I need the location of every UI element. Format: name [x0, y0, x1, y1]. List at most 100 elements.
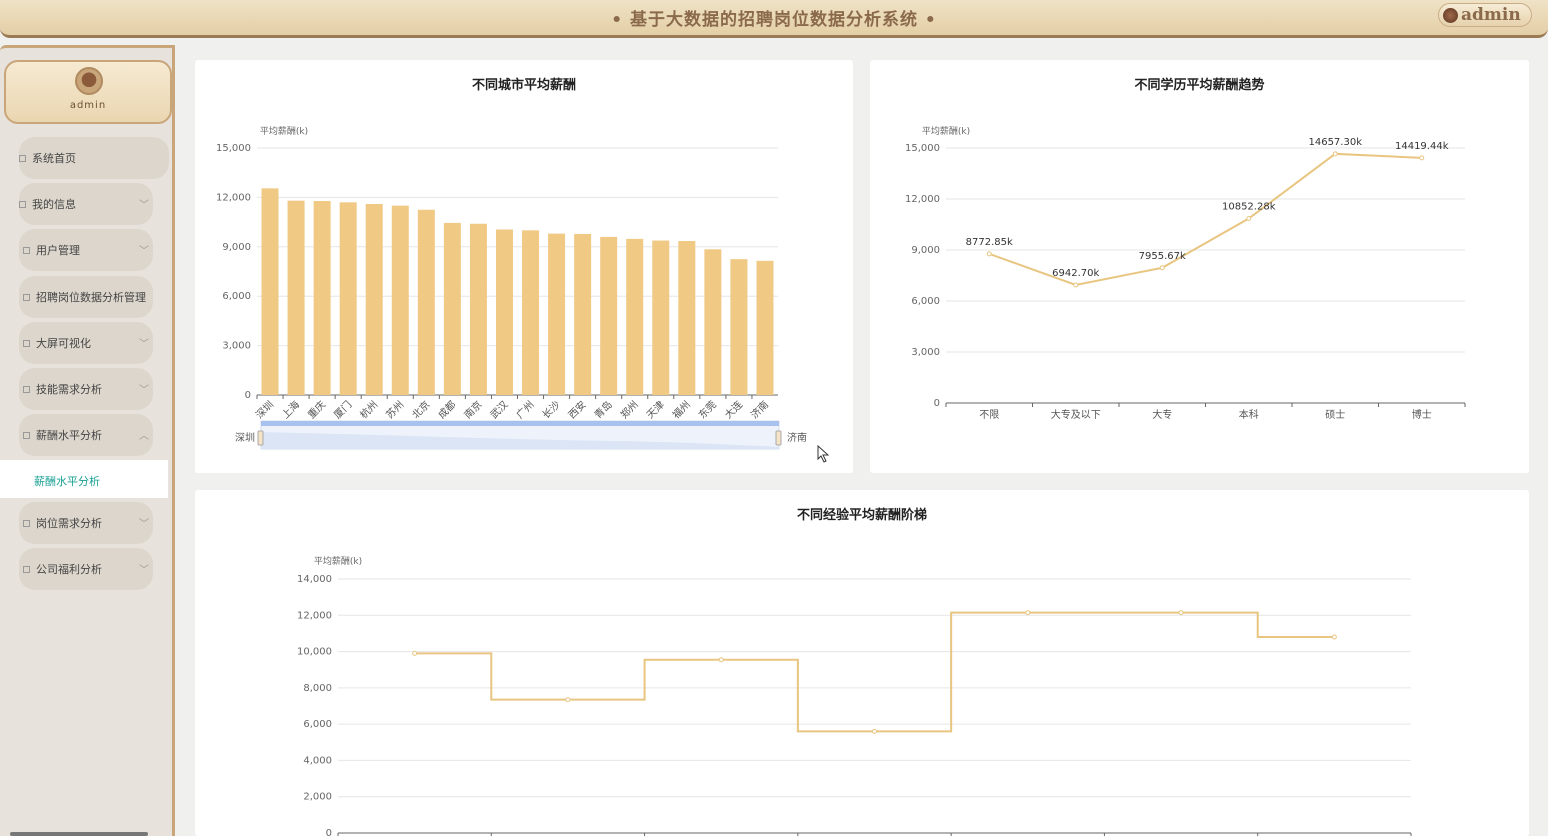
x-tick-label: 重庆	[305, 398, 328, 421]
zoom-slider-bar	[261, 421, 779, 426]
y-tick-label: 4,000	[303, 755, 332, 766]
x-tick-label: 福州	[670, 398, 693, 421]
bar	[574, 233, 592, 395]
chevron-up-icon: ︿	[139, 431, 149, 442]
sidebar-item-my-info[interactable]: 我的信息 ﹀	[19, 183, 153, 225]
x-tick-label: 大连	[722, 398, 745, 421]
header-user-button[interactable]: admin	[1438, 3, 1532, 27]
bar	[730, 259, 748, 395]
x-tick-label: 广州	[514, 399, 537, 422]
sidebar-item-home[interactable]: 系统首页	[19, 137, 169, 179]
profile-card[interactable]: admin	[4, 60, 172, 124]
y-tick-label: 9,000	[222, 242, 251, 253]
sidebar-item-positions[interactable]: 岗位需求分析 ﹀	[19, 502, 153, 544]
data-label: 6942.70k	[1052, 268, 1099, 279]
chart-title: 不同经验平均薪酬阶梯	[796, 508, 927, 523]
sidebar-item-salary[interactable]: 薪酬水平分析 ︿	[19, 414, 153, 456]
sidebar-item-skills[interactable]: 技能需求分析 ﹀	[19, 368, 153, 410]
sidebar-item-users[interactable]: 用户管理 ﹀	[19, 229, 153, 271]
chevron-down-icon: ﹀	[139, 339, 149, 350]
y-axis-label: 平均薪酬(k)	[314, 555, 362, 567]
sidebar-item-label: 薪酬水平分析	[36, 429, 102, 442]
sidebar-item-big-screen[interactable]: 大屏可视化 ﹀	[19, 322, 153, 364]
zoom-handle-end	[775, 430, 782, 446]
bar	[522, 230, 540, 395]
mouse-cursor-icon	[817, 445, 830, 463]
x-tick-label: 本科	[1239, 408, 1259, 421]
data-point	[1073, 282, 1079, 288]
bar	[495, 229, 513, 395]
sidebar-item-label: 招聘岗位数据分析管理	[36, 291, 146, 304]
menu-icon	[23, 246, 30, 254]
bar	[756, 260, 774, 395]
y-tick-label: 3,000	[222, 341, 251, 352]
y-tick-label: 0	[934, 398, 940, 409]
user-avatar-icon	[1443, 7, 1458, 23]
x-tick-label: 厦门	[331, 398, 354, 421]
sidebar-item-label: 公司福利分析	[36, 563, 102, 576]
bar	[391, 205, 409, 395]
zoom-slider-preview	[261, 432, 779, 449]
bar	[469, 223, 487, 395]
sidebar-item-label: 技能需求分析	[36, 383, 102, 396]
profile-name: admin	[69, 100, 107, 111]
x-tick-label: 长沙	[540, 399, 563, 422]
bar	[313, 201, 331, 395]
y-tick-label: 15,000	[216, 143, 251, 154]
x-tick-label: 济南	[748, 398, 771, 421]
sidebar-item-label: 岗位需求分析	[36, 517, 102, 530]
bar	[600, 236, 618, 395]
x-tick-label: 深圳	[254, 399, 277, 422]
data-label: 14419.44k	[1395, 141, 1449, 152]
y-tick-label: 12,000	[905, 194, 940, 205]
y-axis-label: 平均薪酬(k)	[922, 125, 970, 137]
system-title: • 基于大数据的招聘岗位数据分析系统 •	[611, 10, 937, 30]
sidebar: admin 系统首页 我的信息 ﹀ 用户管理 ﹀ 招聘岗位数据分析管理 大屏可视…	[0, 45, 175, 836]
x-tick-label: 东莞	[696, 398, 719, 421]
x-tick-label: 不限	[979, 409, 999, 421]
x-tick-label: 杭州	[357, 398, 380, 421]
y-tick-label: 3,000	[911, 347, 940, 358]
data-point	[412, 650, 418, 656]
x-tick-label: 苏州	[383, 398, 406, 421]
chart-title: 不同城市平均薪酬	[471, 78, 576, 93]
series-line	[988, 152, 1422, 287]
x-tick-label: 上海	[279, 398, 302, 421]
data-point	[1332, 151, 1338, 157]
data-label: 8772.85k	[966, 237, 1013, 248]
zoom-start-label: 深圳	[235, 432, 255, 444]
sidebar-item-label: 系统首页	[32, 152, 76, 165]
sidebar-item-label: 用户管理	[36, 244, 80, 257]
menu-icon	[23, 565, 30, 573]
y-tick-label: 0	[245, 390, 251, 401]
top-header: • 基于大数据的招聘岗位数据分析系统 • admin	[0, 0, 1548, 38]
bar	[443, 222, 461, 395]
sidebar-item-benefits[interactable]: 公司福利分析 ﹀	[19, 548, 153, 590]
data-point	[1178, 610, 1184, 616]
header-user-name: admin	[1461, 5, 1521, 25]
bar	[652, 240, 670, 395]
data-point	[872, 728, 877, 734]
y-tick-label: 6,000	[303, 719, 332, 730]
education-salary-chart: 0 3,000 6,000 9,000 12,000 15,000 平均薪酬(k) 8772.…	[905, 125, 1466, 421]
data-point	[1025, 610, 1031, 616]
data-label: 7955.67k	[1139, 251, 1186, 262]
bar	[339, 202, 357, 395]
menu-icon	[23, 293, 30, 301]
y-tick-label: 10,000	[297, 647, 332, 658]
data-point	[986, 251, 992, 257]
bar	[678, 241, 696, 395]
x-tick-label: 硕士	[1325, 408, 1345, 421]
data-label: 14657.30k	[1308, 137, 1362, 148]
x-tick-label: 大专	[1152, 408, 1172, 421]
submenu-item-salary-analysis[interactable]: 薪酬水平分析	[0, 460, 168, 498]
bar	[417, 209, 435, 395]
y-tick-label: 2,000	[303, 792, 332, 803]
experience-salary-panel: 不同经验平均薪酬阶梯 0 2,000 4,000 6,000 8,000 10,000 12…	[195, 490, 1529, 836]
chevron-down-icon: ﹀	[139, 519, 149, 530]
sidebar-scrollbar[interactable]	[10, 832, 148, 836]
x-tick-label: 南京	[461, 398, 484, 421]
y-tick-label: 9,000	[911, 245, 940, 256]
sidebar-item-job-data[interactable]: 招聘岗位数据分析管理	[19, 276, 153, 318]
zoom-handle-start	[257, 430, 264, 446]
